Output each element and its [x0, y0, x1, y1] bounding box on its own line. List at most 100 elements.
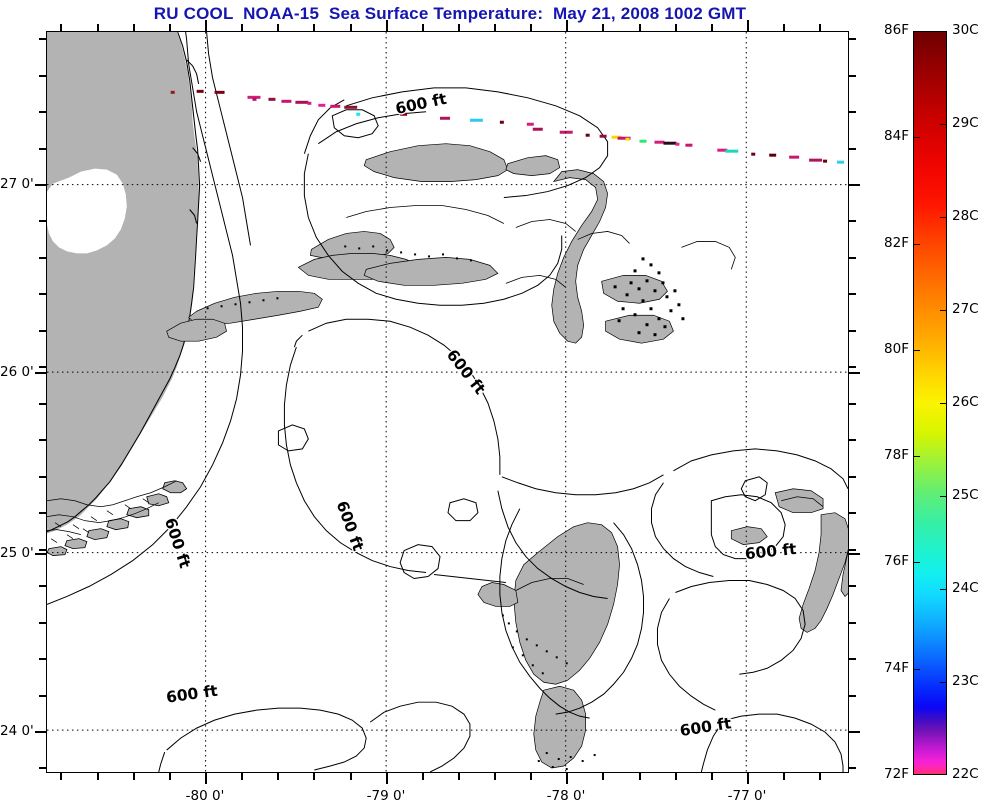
y-major-tick-right	[849, 553, 860, 555]
y-major-tick	[35, 731, 46, 733]
lake-okeechobee	[47, 168, 127, 254]
y-minor-tick	[39, 658, 46, 660]
sst-pixel	[611, 135, 622, 139]
x-major-tick-top	[747, 20, 749, 31]
x-minor-tick	[494, 773, 496, 780]
y-minor-tick-right	[849, 658, 856, 660]
x-tick-label: -77 0'	[727, 788, 767, 804]
colorbar-celsius-tick	[940, 403, 947, 405]
colorbar-celsius-tick	[940, 217, 947, 219]
y-minor-tick	[39, 512, 46, 514]
y-tick-label: 25 0'	[0, 545, 34, 561]
colorbar-fahrenheit-label: 76F	[884, 553, 909, 569]
sst-pixel	[809, 158, 823, 162]
x-minor-tick	[530, 773, 532, 780]
sst-pixel	[685, 143, 693, 147]
sst-pixel	[440, 116, 450, 120]
x-minor-tick-top	[530, 24, 532, 31]
y-minor-tick-right	[849, 38, 856, 40]
sst-pixel	[268, 97, 276, 101]
sst-pixel	[318, 103, 326, 107]
y-major-tick-right	[849, 372, 860, 374]
y-minor-tick-right	[849, 257, 856, 259]
x-minor-tick	[422, 773, 424, 780]
sst-pixel	[751, 152, 756, 156]
sst-pixel	[625, 137, 630, 141]
contour-label-600ft: 600 ft	[161, 516, 194, 571]
x-minor-tick-top	[241, 24, 243, 31]
colorbar-celsius-label: 22C	[952, 766, 979, 782]
x-major-tick-top	[386, 20, 388, 31]
y-major-tick-right	[849, 184, 860, 186]
x-minor-tick-top	[494, 24, 496, 31]
x-minor-tick-top	[133, 24, 135, 31]
colorbar-fahrenheit-label: 78F	[884, 447, 909, 463]
colorbar-celsius-label: 25C	[952, 487, 979, 503]
colorbar-fahrenheit-tick	[913, 244, 920, 246]
colorbar-celsius-tick	[940, 496, 947, 498]
y-major-tick	[35, 184, 46, 186]
x-major-tick	[205, 773, 207, 784]
y-minor-tick-right	[849, 220, 856, 222]
colorbar-fahrenheit-label: 74F	[884, 660, 909, 676]
y-minor-tick	[39, 622, 46, 624]
florida-keys	[47, 480, 188, 556]
y-minor-tick-right	[849, 476, 856, 478]
sst-pixel	[725, 149, 739, 153]
y-minor-tick	[39, 403, 46, 405]
map-plot-area: 600 ft 600 ft 600 ft 600 ft 600 ft 600 ft 600 …	[46, 31, 849, 773]
sst-pixel	[170, 90, 175, 94]
sst-pixel	[400, 112, 408, 116]
y-minor-tick-right	[849, 366, 856, 368]
y-minor-tick	[39, 148, 46, 150]
colorbar-celsius-tick	[940, 310, 947, 312]
y-minor-tick-right	[849, 695, 856, 697]
x-minor-tick-top	[711, 24, 713, 31]
x-minor-tick-top	[602, 24, 604, 31]
sst-pixel	[281, 99, 292, 103]
sst-pixel	[654, 140, 665, 144]
x-minor-tick	[277, 773, 279, 780]
sst-pixel	[663, 141, 677, 145]
colorbar-celsius-label: 28C	[952, 208, 979, 224]
x-major-tick	[747, 773, 749, 784]
x-minor-tick	[60, 773, 62, 780]
x-minor-tick	[350, 773, 352, 780]
sst-pixel	[344, 105, 358, 109]
x-minor-tick	[458, 773, 460, 780]
bathymetry-contours	[47, 32, 848, 772]
x-major-tick	[386, 773, 388, 784]
bahama-islands	[166, 143, 848, 769]
figure-title: RU COOL NOAA-15 Sea Surface Temperature:…	[153, 4, 747, 23]
sst-pixel	[769, 153, 777, 157]
colorbar-fahrenheit-tick	[913, 456, 920, 458]
x-minor-tick-top	[675, 24, 677, 31]
y-minor-tick	[39, 695, 46, 697]
x-minor-tick	[675, 773, 677, 780]
y-tick-label: 24 0'	[0, 723, 34, 739]
contour-label-600ft: 600 ft	[394, 90, 449, 118]
y-minor-tick-right	[849, 512, 856, 514]
coastline-florida	[47, 32, 202, 533]
x-tick-label: -79 0'	[366, 788, 406, 804]
y-major-tick-right	[849, 731, 860, 733]
x-major-tick-top	[205, 20, 207, 31]
contour-label-600ft: 600 ft	[679, 714, 733, 740]
colorbar-celsius-label: 29C	[952, 115, 979, 131]
sst-pixel	[585, 133, 590, 137]
sst-pixel	[532, 127, 543, 131]
colorbar-celsius-tick	[940, 682, 947, 684]
x-minor-tick-top	[313, 24, 315, 31]
sst-pixel	[214, 90, 225, 94]
colorbar-celsius-tick	[940, 124, 947, 126]
y-minor-tick	[39, 476, 46, 478]
reef-lines	[346, 205, 824, 591]
colorbar-fahrenheit-label: 82F	[884, 235, 909, 251]
colorbar-fahrenheit-tick	[913, 350, 920, 352]
x-minor-tick-top	[277, 24, 279, 31]
y-minor-tick	[39, 257, 46, 259]
y-minor-tick	[39, 549, 46, 551]
x-minor-tick	[602, 773, 604, 780]
